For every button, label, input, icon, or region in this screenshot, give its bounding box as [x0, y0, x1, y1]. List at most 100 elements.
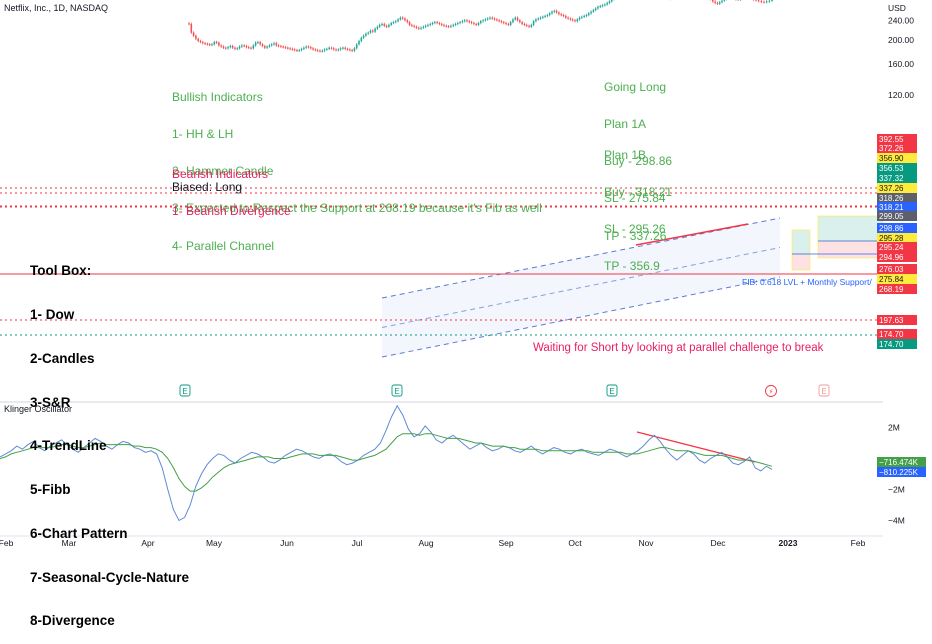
toolbox-notes: Tool Box: 1- Dow 2-Candles 3-S&R 4-Trend… [30, 235, 189, 644]
candle-body [282, 47, 284, 48]
month-tick-label: Feb [0, 538, 14, 548]
earnings-marker-label: E [609, 387, 614, 396]
candle-body [436, 22, 438, 23]
candle-body [372, 31, 374, 32]
candle-body [232, 46, 234, 48]
candle-body [383, 24, 385, 26]
plan-1b-stop-zone [818, 241, 883, 258]
price-label-text: 295.24 [879, 243, 904, 252]
candle-body [250, 48, 252, 49]
candle-body [491, 18, 493, 19]
candle-body [714, 1, 716, 3]
candle-body [540, 18, 542, 19]
month-tick-label: 2023 [779, 538, 798, 548]
candle-body [466, 20, 468, 21]
price-label-text: 295.28 [879, 234, 904, 243]
toolbox-line: 8-Divergence [30, 614, 189, 629]
candle-body [289, 48, 291, 49]
candle-body [315, 49, 317, 50]
oscillator-value-text: −716.474K [879, 458, 919, 467]
candle-body [593, 10, 595, 12]
candle-body [551, 12, 553, 14]
price-label-text: 392.55 [879, 135, 904, 144]
candle-body [455, 24, 457, 25]
month-tick-label: Nov [638, 538, 654, 548]
plan-line: Buy - 318.21 [604, 186, 672, 198]
candle-body [570, 19, 572, 20]
candle-body [239, 47, 241, 49]
candle-body [514, 18, 516, 20]
candle-body [190, 24, 192, 33]
candle-body [209, 44, 211, 45]
candle-body [395, 21, 397, 22]
candle-body [427, 25, 429, 26]
bullish-line: Bullish Indicators [172, 91, 542, 103]
candle-body [319, 51, 321, 52]
month-tick-label: Jun [280, 538, 294, 548]
candle-body [204, 43, 206, 44]
price-label-text: 276.03 [879, 265, 904, 274]
candle-body [606, 3, 608, 5]
candle-body [218, 43, 220, 46]
earnings-marker-label: E [394, 387, 399, 396]
toolbox-line: 4-TrendLine [30, 439, 189, 454]
candle-body [526, 25, 528, 26]
candle-body [517, 18, 519, 21]
price-label-text: 356.53 [879, 164, 904, 173]
candle-body [411, 25, 413, 26]
plan-line: SL - 295.26 [604, 223, 672, 235]
candle-body [298, 50, 300, 51]
oscillator-value-text: −810.225K [879, 468, 919, 477]
candle-body [326, 49, 328, 50]
candle-body [609, 1, 611, 3]
candle-body [262, 44, 264, 46]
plan-1a-stop-zone [792, 254, 810, 270]
candle-body [533, 21, 535, 25]
candle-body [390, 23, 392, 25]
candle-body [220, 45, 222, 46]
candle-body [305, 47, 307, 48]
candle-body [471, 22, 473, 23]
candle-body [498, 20, 500, 21]
oscillator-tick-label: −2M [888, 485, 905, 495]
bearish-line: Bearish Indicators [172, 168, 291, 180]
candle-body [429, 24, 431, 25]
candle-body [335, 49, 337, 50]
candle-body [388, 25, 390, 27]
price-label-text: 268.19 [879, 285, 904, 294]
candle-body [402, 18, 404, 19]
candle-body [611, 0, 613, 1]
candle-body [269, 45, 271, 46]
candle-body [287, 48, 289, 49]
candle-body [420, 28, 422, 29]
symbol-header: Netflix, Inc., 1D, NASDAQ [4, 3, 108, 13]
candle-body [365, 34, 367, 36]
candle-body [572, 19, 574, 20]
candle-body [602, 5, 604, 6]
price-label-text: 318.21 [879, 203, 904, 212]
candle-body [771, 0, 773, 1]
candle-body [200, 41, 202, 42]
candle-body [225, 48, 227, 49]
plan-line: Plan 1B [604, 149, 672, 161]
fib-label: FIB: 0.618 LVL + Monthly Support/ [742, 276, 872, 288]
candle-body [475, 24, 477, 25]
candle-body [599, 6, 601, 7]
candle-body [188, 23, 190, 24]
candle-body [574, 20, 576, 21]
month-tick-label: Feb [851, 538, 866, 548]
price-label-text: 337.26 [879, 184, 904, 193]
toolbox-line: 7-Seasonal-Cycle-Nature [30, 571, 189, 586]
candle-body [554, 11, 556, 12]
candle-body [301, 49, 303, 50]
toolbox-line: 2-Candles [30, 352, 189, 367]
candle-body [367, 33, 369, 34]
candle-body [590, 12, 592, 14]
month-tick-label: Aug [418, 538, 433, 548]
price-label-text: 197.63 [879, 316, 904, 325]
earnings-marker-label: E [821, 387, 826, 396]
candle-body [342, 48, 344, 49]
candle-body [234, 48, 236, 49]
bias-note: Biased: Long [172, 181, 242, 193]
toolbox-line: 1- Dow [30, 308, 189, 323]
